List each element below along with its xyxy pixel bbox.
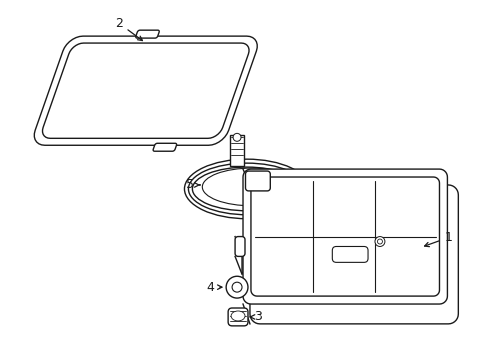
Ellipse shape	[192, 167, 301, 211]
Circle shape	[374, 237, 384, 247]
Polygon shape	[34, 36, 257, 145]
Text: 3: 3	[250, 310, 261, 323]
Ellipse shape	[202, 168, 301, 206]
Ellipse shape	[184, 159, 309, 219]
Polygon shape	[245, 171, 270, 191]
Polygon shape	[243, 169, 447, 304]
Bar	[230, 135, 244, 166]
Circle shape	[233, 133, 241, 141]
Polygon shape	[249, 185, 457, 324]
Polygon shape	[42, 43, 248, 138]
Ellipse shape	[188, 163, 305, 215]
Text: 5: 5	[186, 179, 200, 192]
Text: 2: 2	[115, 17, 142, 41]
Polygon shape	[54, 111, 67, 125]
Polygon shape	[149, 57, 163, 70]
Polygon shape	[242, 255, 251, 274]
Circle shape	[225, 276, 247, 298]
Text: 1: 1	[424, 231, 451, 247]
Polygon shape	[235, 237, 244, 256]
FancyBboxPatch shape	[332, 247, 367, 262]
Circle shape	[377, 239, 382, 244]
Polygon shape	[136, 30, 159, 38]
Polygon shape	[153, 143, 176, 151]
Text: 4: 4	[206, 281, 222, 294]
Polygon shape	[250, 177, 439, 296]
Circle shape	[232, 282, 242, 292]
FancyBboxPatch shape	[246, 183, 268, 201]
FancyBboxPatch shape	[228, 308, 247, 326]
Ellipse shape	[231, 311, 244, 321]
